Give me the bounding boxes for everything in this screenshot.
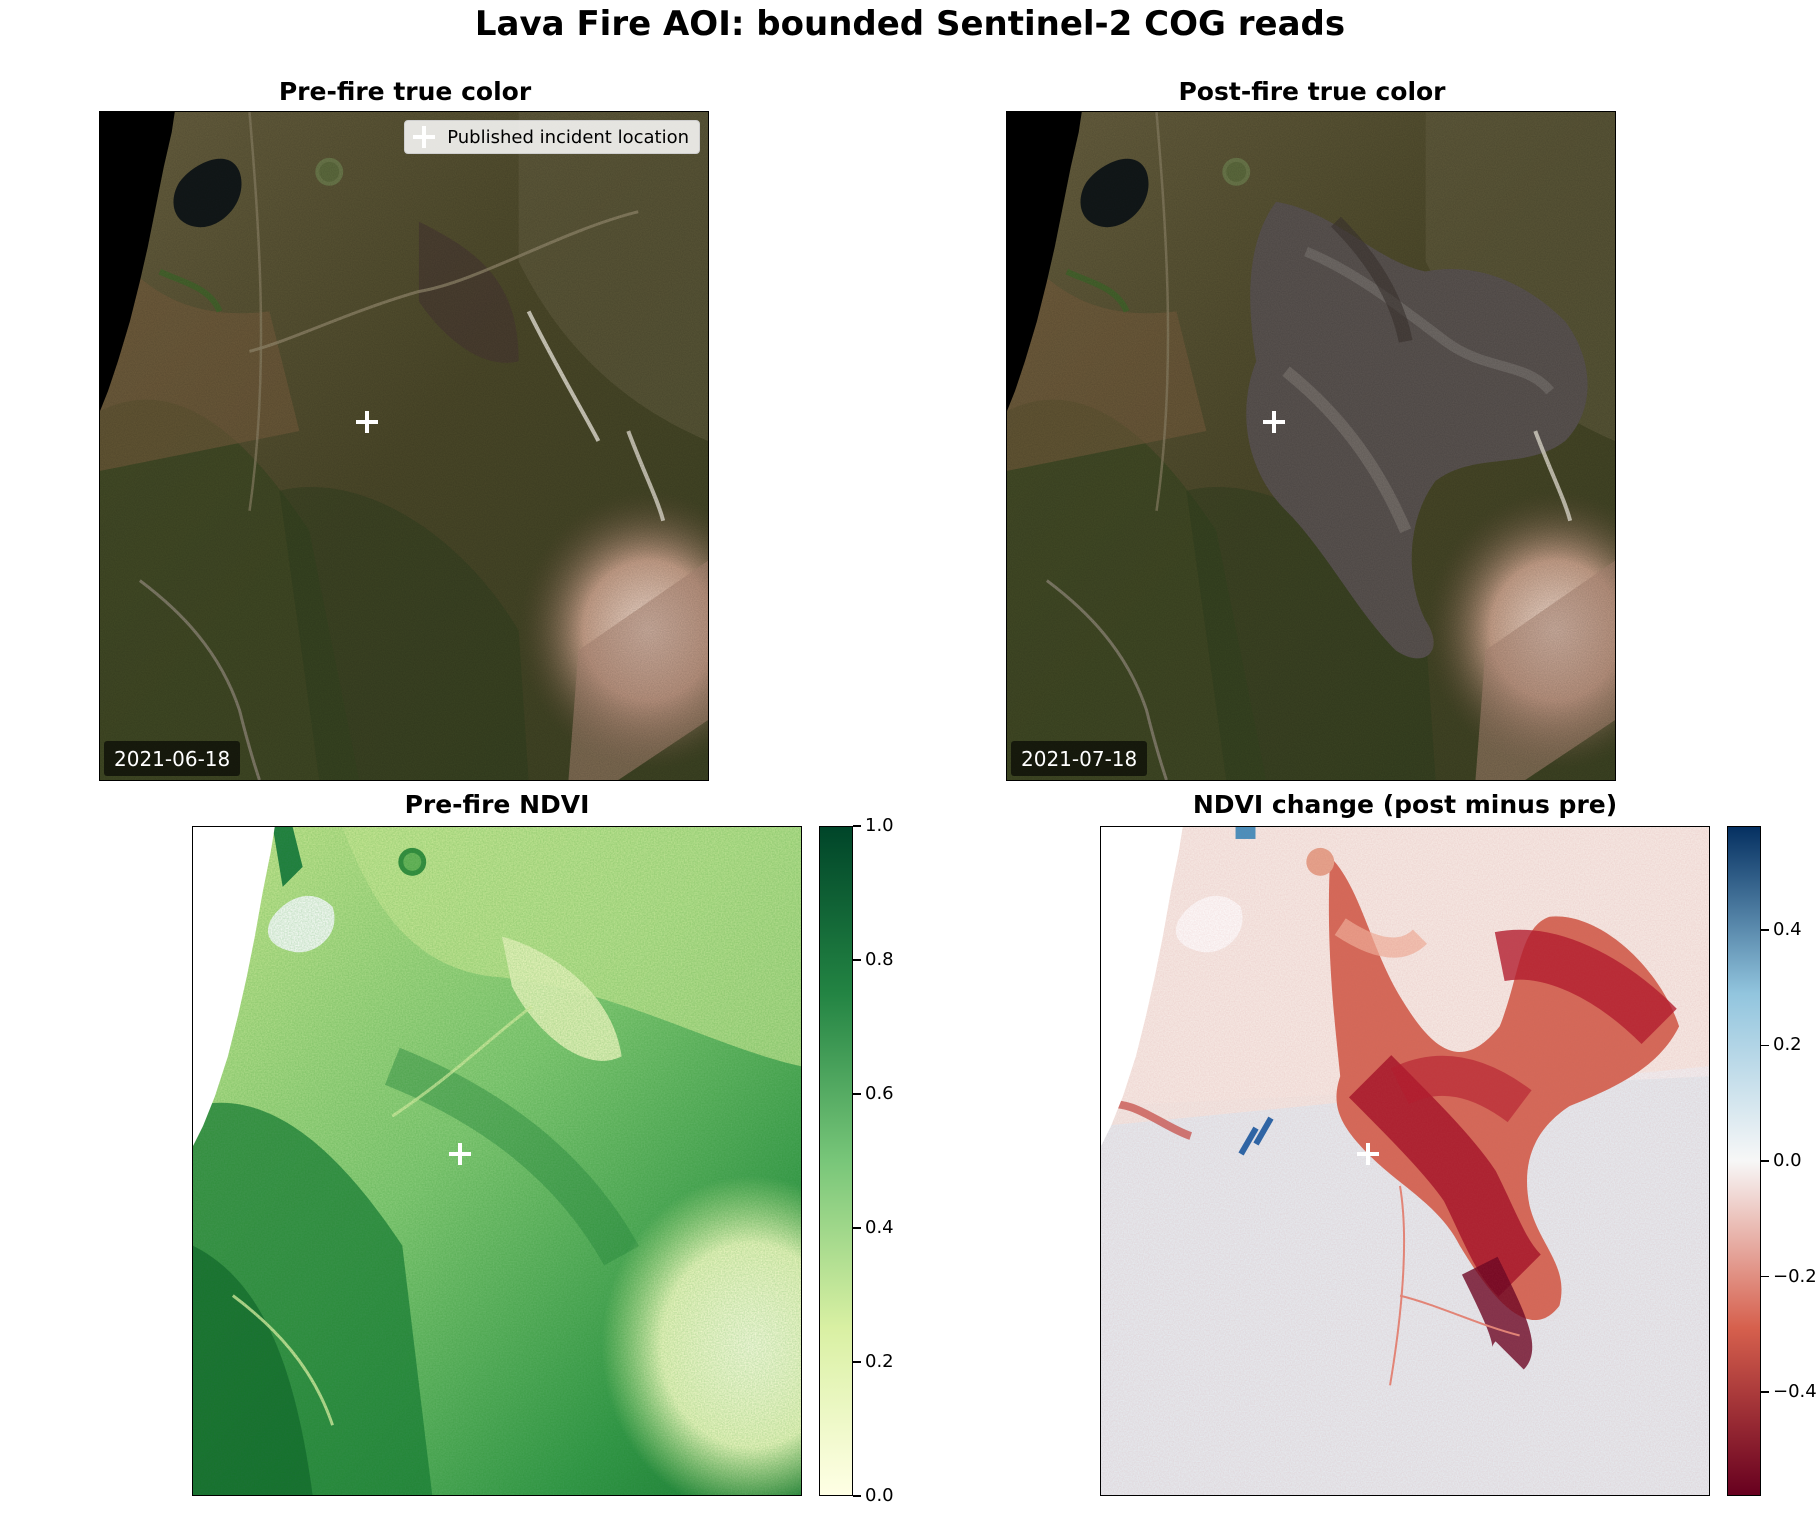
colorbar-tick-label: 0.4 [1773,918,1802,940]
pre-date-label: 2021-06-18 [104,741,241,776]
pre-true-color-title: Pre-fire true color [278,77,532,106]
colorbar-tick-label: 0.6 [865,1083,894,1104]
ndvi-change-image [1101,827,1709,1495]
colorbar-tick [1761,929,1769,931]
plus-marker-icon [413,126,436,148]
colorbar-tick [1761,1391,1769,1393]
colorbar-tick [853,1495,861,1497]
colorbar-tick [853,1361,861,1363]
pre-true-color-map: Published incident location 2021-06-18 [99,111,709,781]
colorbar-tick-label: 0.0 [865,1485,894,1506]
post-true-color-image [1007,112,1615,780]
ndvi-colorbar [819,826,853,1496]
post-date-label: 2021-07-18 [1011,741,1148,776]
ndvi-change-map [1100,826,1710,1496]
incident-marker [1263,411,1285,433]
colorbar-tick-label: 0.2 [1773,1034,1802,1056]
colorbar-tick [1761,1275,1769,1278]
pre-ndvi-map [192,826,802,1496]
colorbar-tick [853,1093,861,1095]
colorbar-tick-label: −0.4 [1773,1381,1817,1403]
legend-label: Published incident location [447,126,689,148]
colorbar-tick [853,825,861,827]
pre-ndvi-image [193,827,801,1495]
legend: Published incident location [404,120,700,154]
colorbar-tick [853,959,861,961]
ndvi-change-title: NDVI change (post minus pre) [1192,790,1618,819]
colorbar-tick [853,1227,861,1229]
post-true-color-title: Post-fire true color [1178,77,1446,106]
ndvi-change-colorbar [1727,826,1761,1496]
colorbar-tick-label: 0.8 [865,949,894,970]
colorbar-tick-label: 0.2 [865,1351,894,1372]
colorbar-tick-label: 1.0 [865,815,894,836]
incident-marker [449,1143,471,1165]
colorbar-tick [1761,1160,1769,1162]
pre-true-color-image [100,112,708,780]
pre-ndvi-title: Pre-fire NDVI [404,790,590,819]
colorbar-tick [1761,1044,1769,1047]
colorbar-tick-label: 0.4 [865,1217,894,1238]
colorbar-tick-label: 0.0 [1773,1150,1802,1171]
colorbar-tick-label: −0.2 [1773,1265,1817,1287]
incident-marker [1357,1143,1379,1165]
post-true-color-map: 2021-07-18 [1006,111,1616,781]
figure-title: Lava Fire AOI: bounded Sentinel-2 COG re… [474,4,1346,44]
incident-marker [356,411,378,433]
